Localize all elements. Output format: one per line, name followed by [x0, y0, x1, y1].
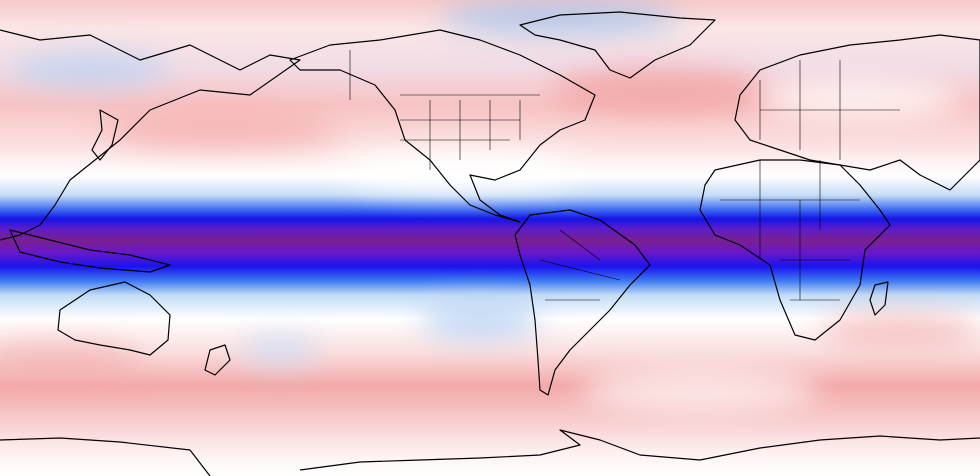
country-borders [349, 50, 900, 301]
coastlines [0, 11, 980, 476]
anomaly-patches [0, 2, 980, 412]
